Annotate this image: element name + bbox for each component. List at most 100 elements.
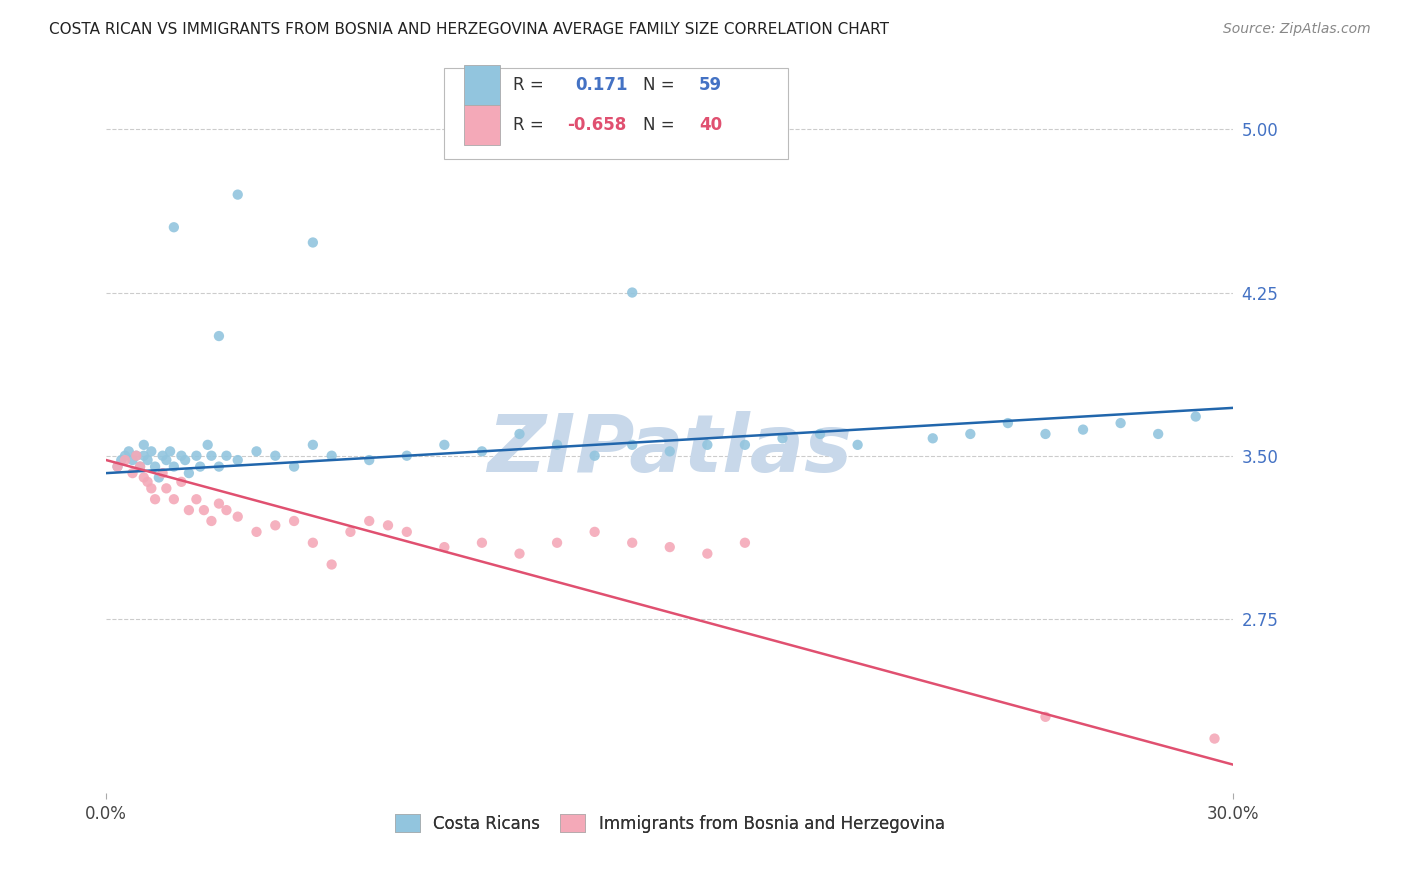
- Point: [141, 444, 163, 458]
- Point: [143, 492, 166, 507]
- FancyBboxPatch shape: [444, 68, 789, 159]
- Point: [621, 535, 644, 549]
- Point: [215, 503, 238, 517]
- Point: [471, 535, 494, 549]
- Point: [264, 518, 287, 533]
- Point: [471, 444, 494, 458]
- Point: [193, 503, 215, 517]
- Point: [200, 449, 222, 463]
- Point: [143, 459, 166, 474]
- Point: [1035, 710, 1057, 724]
- Point: [772, 431, 794, 445]
- Point: [121, 466, 143, 480]
- Point: [136, 453, 159, 467]
- Point: [170, 475, 193, 489]
- Point: [621, 285, 644, 300]
- Point: [152, 449, 174, 463]
- Point: [245, 444, 267, 458]
- Point: [152, 466, 174, 480]
- Point: [546, 438, 568, 452]
- Text: N =: N =: [643, 116, 679, 134]
- Point: [148, 470, 170, 484]
- Point: [159, 444, 181, 458]
- Point: [170, 449, 193, 463]
- Point: [163, 220, 186, 235]
- Point: [433, 540, 456, 554]
- Point: [339, 524, 361, 539]
- Point: [359, 453, 381, 467]
- Point: [395, 524, 418, 539]
- FancyBboxPatch shape: [464, 105, 499, 145]
- Point: [245, 524, 267, 539]
- Point: [208, 459, 231, 474]
- Text: R =: R =: [513, 76, 550, 94]
- Point: [734, 438, 756, 452]
- Point: [359, 514, 381, 528]
- Point: [163, 492, 186, 507]
- Point: [508, 427, 530, 442]
- Point: [132, 470, 155, 484]
- Point: [302, 535, 325, 549]
- Point: [177, 503, 200, 517]
- Text: COSTA RICAN VS IMMIGRANTS FROM BOSNIA AND HERZEGOVINA AVERAGE FAMILY SIZE CORREL: COSTA RICAN VS IMMIGRANTS FROM BOSNIA AN…: [49, 22, 889, 37]
- Point: [696, 547, 718, 561]
- Point: [132, 438, 155, 452]
- Point: [658, 444, 681, 458]
- Point: [215, 449, 238, 463]
- Point: [110, 453, 132, 467]
- Point: [283, 514, 305, 528]
- Point: [321, 449, 343, 463]
- Point: [621, 438, 644, 452]
- Point: [583, 449, 606, 463]
- Point: [321, 558, 343, 572]
- Text: R =: R =: [513, 116, 550, 134]
- Point: [177, 466, 200, 480]
- Point: [734, 535, 756, 549]
- Point: [302, 235, 325, 250]
- Point: [197, 438, 219, 452]
- Point: [997, 416, 1019, 430]
- Legend: Costa Ricans, Immigrants from Bosnia and Herzegovina: Costa Ricans, Immigrants from Bosnia and…: [388, 808, 952, 839]
- Point: [226, 509, 249, 524]
- Point: [208, 497, 231, 511]
- Point: [921, 431, 943, 445]
- Point: [1071, 423, 1094, 437]
- Point: [107, 459, 129, 474]
- Point: [136, 475, 159, 489]
- Point: [226, 187, 249, 202]
- Point: [395, 449, 418, 463]
- Point: [1204, 731, 1226, 746]
- Point: [1184, 409, 1206, 424]
- Point: [808, 427, 831, 442]
- Point: [125, 449, 148, 463]
- Point: [125, 449, 148, 463]
- Point: [1035, 427, 1057, 442]
- Point: [186, 449, 208, 463]
- Point: [163, 459, 186, 474]
- Point: [129, 459, 152, 474]
- Point: [433, 438, 456, 452]
- Point: [583, 524, 606, 539]
- Text: Source: ZipAtlas.com: Source: ZipAtlas.com: [1223, 22, 1371, 37]
- Text: 59: 59: [699, 76, 723, 94]
- Point: [186, 492, 208, 507]
- Point: [121, 453, 143, 467]
- Point: [283, 459, 305, 474]
- Point: [377, 518, 399, 533]
- Point: [546, 535, 568, 549]
- Point: [696, 438, 718, 452]
- Point: [114, 453, 136, 467]
- Point: [208, 329, 231, 343]
- Point: [302, 438, 325, 452]
- Point: [508, 547, 530, 561]
- Point: [959, 427, 981, 442]
- Text: N =: N =: [643, 76, 679, 94]
- Text: 0.171: 0.171: [575, 76, 627, 94]
- Point: [118, 444, 141, 458]
- Point: [141, 481, 163, 495]
- Point: [107, 459, 129, 474]
- Text: -0.658: -0.658: [567, 116, 627, 134]
- Point: [200, 514, 222, 528]
- Text: ZIPatlas: ZIPatlas: [488, 411, 852, 490]
- Point: [174, 453, 197, 467]
